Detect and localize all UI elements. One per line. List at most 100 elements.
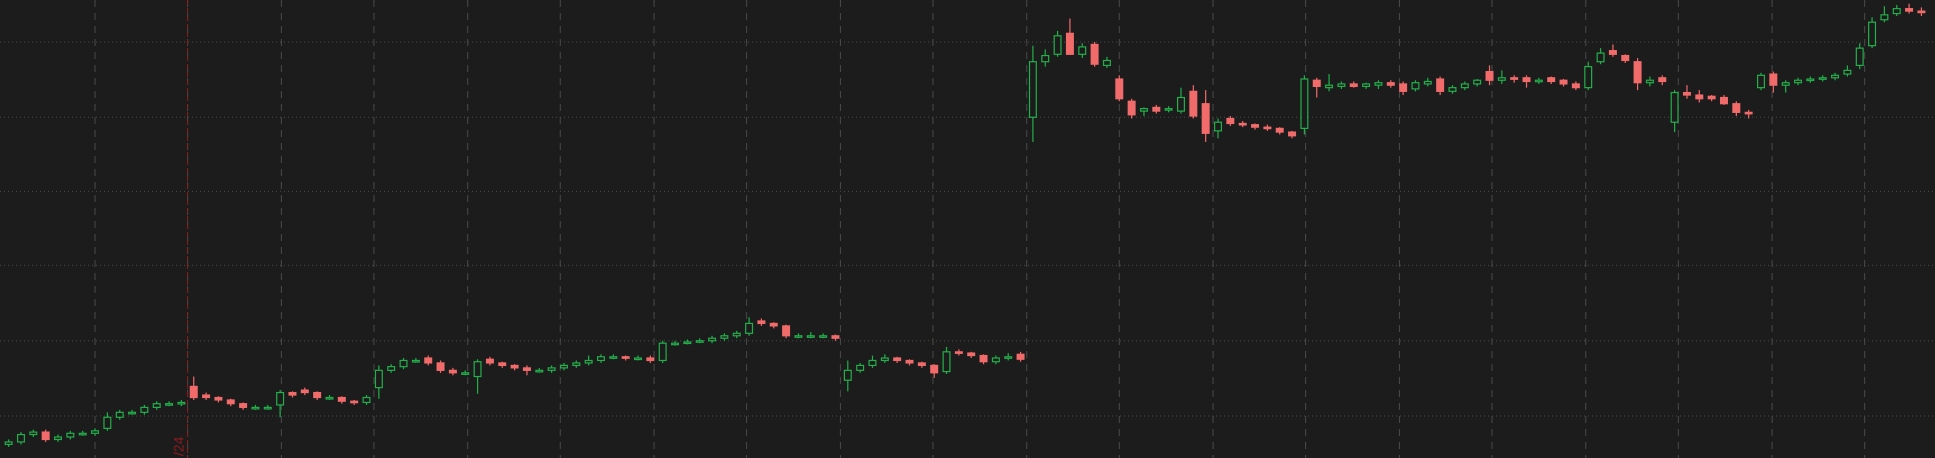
candle-body xyxy=(1559,79,1568,85)
candle-body xyxy=(1041,54,1050,63)
candle xyxy=(1004,353,1013,361)
candle xyxy=(1608,44,1617,57)
candle xyxy=(374,365,383,399)
candle xyxy=(671,340,680,346)
candle-body xyxy=(1300,78,1309,129)
candle xyxy=(1719,95,1728,105)
candle-body xyxy=(91,430,100,434)
candle-body xyxy=(1127,100,1136,116)
candle xyxy=(1275,127,1284,135)
candle xyxy=(399,358,408,370)
candle xyxy=(1547,76,1556,84)
candle xyxy=(16,432,25,445)
candle xyxy=(276,390,285,418)
candle-body xyxy=(634,357,643,361)
candle xyxy=(288,391,297,398)
candle-body xyxy=(880,357,889,362)
candle-body xyxy=(66,432,75,438)
candle xyxy=(1016,351,1025,362)
candle-body xyxy=(1645,79,1654,84)
candle-body xyxy=(1214,121,1223,132)
candle xyxy=(411,358,420,363)
candle-body xyxy=(1349,83,1358,88)
candle-body xyxy=(1448,87,1457,92)
candle-body xyxy=(1522,77,1531,83)
candle xyxy=(461,370,470,376)
candle xyxy=(1534,77,1543,84)
candle xyxy=(522,365,531,376)
candle xyxy=(226,398,235,407)
candle xyxy=(1300,75,1309,135)
candle xyxy=(1263,124,1272,131)
candle-body xyxy=(1374,82,1383,86)
candle xyxy=(1127,98,1136,119)
candle-body xyxy=(1139,108,1148,112)
candle xyxy=(708,335,717,344)
candle xyxy=(683,339,692,345)
candle-body xyxy=(16,433,25,443)
candle xyxy=(1028,45,1037,142)
candle xyxy=(1053,30,1062,57)
candle xyxy=(979,354,988,365)
candle xyxy=(868,355,877,368)
candle-body xyxy=(1016,353,1025,360)
candle-body xyxy=(1855,47,1864,67)
candle xyxy=(831,334,840,341)
candle-body xyxy=(226,399,235,405)
candle-body xyxy=(1152,106,1161,112)
candle xyxy=(115,409,124,420)
candle xyxy=(313,391,322,400)
candle-body xyxy=(1189,90,1198,117)
candle xyxy=(609,354,618,360)
candle-body xyxy=(214,396,223,401)
candle xyxy=(103,412,112,431)
candle-body xyxy=(473,361,482,378)
candle xyxy=(1214,118,1223,139)
candle-body xyxy=(1917,10,1926,14)
candle-body xyxy=(165,403,174,406)
candle xyxy=(91,428,100,436)
candle-body xyxy=(917,362,926,367)
candle xyxy=(1497,70,1506,84)
candle-body xyxy=(671,342,680,346)
candle-body xyxy=(1744,111,1753,115)
candle-body xyxy=(991,357,1000,363)
candle xyxy=(1769,71,1778,93)
candle-body xyxy=(350,400,359,404)
candle-body xyxy=(1102,59,1111,67)
candle xyxy=(424,355,433,366)
candle-body xyxy=(1547,77,1556,83)
candle-body xyxy=(1263,126,1272,130)
candle xyxy=(1423,77,1432,87)
candle-body xyxy=(337,396,346,402)
candle xyxy=(1757,72,1765,91)
candle xyxy=(1744,109,1753,119)
candle xyxy=(177,399,186,407)
candle-body xyxy=(794,335,803,338)
candle-body xyxy=(1892,8,1901,15)
candle-body xyxy=(708,337,717,342)
candle-body xyxy=(1411,82,1420,90)
candle xyxy=(1362,82,1371,89)
candle xyxy=(547,365,556,373)
candle xyxy=(782,324,791,339)
candle xyxy=(1349,81,1358,88)
candle xyxy=(893,356,902,363)
candle xyxy=(1510,75,1519,83)
candle xyxy=(1386,80,1395,88)
candle xyxy=(1794,77,1803,86)
candle xyxy=(1374,80,1383,89)
candle xyxy=(473,359,482,394)
candle xyxy=(387,364,396,373)
candle-body xyxy=(1571,83,1580,89)
candle xyxy=(1337,81,1346,89)
candle-body xyxy=(103,416,112,429)
candle-body xyxy=(1090,43,1099,65)
candle xyxy=(1189,85,1198,119)
candle xyxy=(1855,43,1864,70)
candle xyxy=(967,351,976,359)
candle-body xyxy=(276,391,285,406)
candle-body xyxy=(596,356,605,362)
candle xyxy=(596,354,605,363)
candle xyxy=(1892,4,1901,17)
